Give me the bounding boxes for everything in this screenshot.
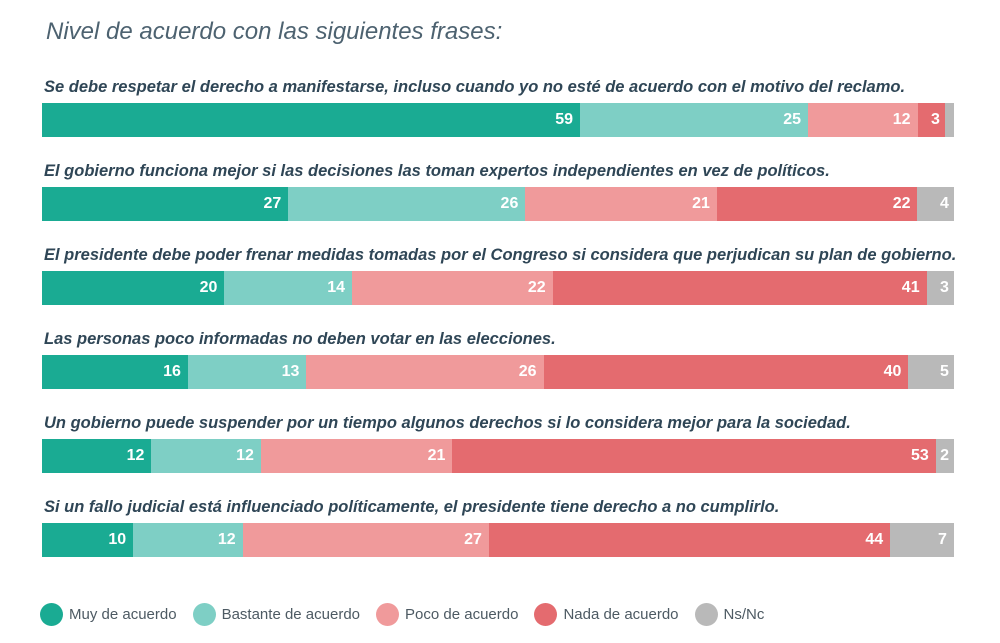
bar-segment: 27 [42,187,289,221]
bar-segment: 7 [890,523,954,557]
legend-swatch [376,603,400,626]
stacked-bar: 20 14 22 41 3 [42,271,954,305]
data-label: 21 [427,447,446,464]
data-label: 41 [901,279,920,296]
bar-segment [944,103,954,137]
category-label: El presidente debe poder frenar medidas … [44,246,957,264]
bar-segment: 10 [42,523,134,557]
bar-segment: 27 [242,523,489,557]
bar-segment: 12 [151,439,261,473]
legend-swatch [694,603,718,626]
data-label: 27 [263,195,282,212]
stacked-bar: 12 12 21 53 2 [42,439,954,473]
bar-segment: 22 [352,271,553,305]
bar-segment: 41 [552,271,927,305]
data-label: 13 [281,363,300,380]
bar-segment: 26 [306,355,544,389]
chart-row: Si un fallo judicial está influenciado p… [42,494,962,578]
legend: Muy de acuerdo Bastante de acuerdo Poco de… [40,603,780,626]
data-label: 4 [940,195,949,212]
bar-segment: 12 [808,103,918,137]
data-label: 3 [940,279,949,296]
bar-segment: 25 [580,103,809,137]
legend-label: Nada de acuerdo [563,606,679,623]
data-label: 22 [527,279,546,296]
chart-row: Las personas poco informadas no deben vo… [42,326,962,410]
bar-segment: 3 [926,271,954,305]
data-label: 20 [199,279,218,296]
data-label: 25 [783,111,802,128]
legend-item: Muy de acuerdo [40,603,177,626]
data-label: 27 [464,531,482,548]
category-label: Si un fallo judicial está influenciado p… [44,498,780,516]
data-label: 16 [163,363,181,380]
chart-row: El presidente debe poder frenar medidas … [42,242,962,326]
bar-segment: 5 [908,355,954,389]
bar-segment: 22 [716,187,918,221]
category-label: Las personas poco informadas no deben vo… [44,330,556,348]
legend-item: Bastante de acuerdo [192,603,361,626]
data-label: 12 [892,111,911,128]
data-label: 59 [555,111,574,128]
bar-segment: 44 [488,523,891,557]
bar-segment: 21 [260,439,453,473]
legend-item: Ns/Nc [694,603,765,626]
bar-segment: 13 [187,355,307,389]
data-label: 10 [108,531,127,548]
data-label: 5 [940,363,949,380]
chart-title: Nivel de acuerdo con las siguientes fras… [46,18,503,45]
stacked-bar: 27 26 21 22 4 [42,187,954,221]
data-label: 21 [692,195,710,212]
data-label: 3 [930,111,940,128]
category-label: Se debe respetar el derecho a manifestar… [44,78,906,96]
bar-segment: 40 [543,355,909,389]
data-label: 7 [938,531,947,548]
data-label: 2 [940,447,949,464]
bar-segment: 59 [42,103,581,137]
legend-label: Bastante de acuerdo [221,606,361,623]
data-label: 26 [500,195,519,212]
legend-label: Ns/Nc [723,606,765,623]
legend-item: Nada de acuerdo [534,603,679,626]
bar-segment: 14 [224,271,353,305]
chart-rows: Se debe respetar el derecho a manifestar… [42,74,962,578]
bar-segment: 12 [42,439,152,473]
legend-label: Muy de acuerdo [69,606,177,623]
data-label: 44 [865,531,884,548]
data-label: 26 [518,363,537,380]
stacked-bar: 10 12 27 44 7 [42,523,954,557]
bar-segment: 21 [525,187,717,221]
data-label: 12 [236,447,254,464]
bar-segment: 4 [917,187,954,221]
legend-item: Poco de acuerdo [376,603,518,626]
data-label: 14 [327,279,346,296]
data-label: 12 [126,447,145,464]
chart-row: Un gobierno puede suspender por un tiemp… [42,410,962,494]
stacked-bar: 59 25 12 3 [42,103,954,137]
bar-segment: 3 [917,103,945,137]
legend-swatch [192,603,216,626]
legend-swatch [534,603,558,626]
legend-label: Poco de acuerdo [405,606,519,623]
category-label: El gobierno funciona mejor si las decisi… [44,162,830,180]
data-label: 53 [910,447,929,464]
chart-row: Se debe respetar el derecho a manifestar… [42,74,962,158]
chart-row: El gobierno funciona mejor si las decisi… [42,158,962,242]
data-label: 22 [892,195,911,212]
bar-segment: 20 [42,271,225,305]
bar-segment: 53 [452,439,936,473]
bar-segment: 12 [133,523,243,557]
bar-segment: 26 [288,187,526,221]
data-label: 12 [217,531,236,548]
bar-segment: 2 [935,439,954,473]
bar-segment: 16 [42,355,188,389]
legend-swatch [40,603,63,626]
category-label: Un gobierno puede suspender por un tiemp… [44,414,851,432]
data-label: 40 [883,363,902,380]
stacked-bar: 16 13 26 40 5 [42,355,954,389]
